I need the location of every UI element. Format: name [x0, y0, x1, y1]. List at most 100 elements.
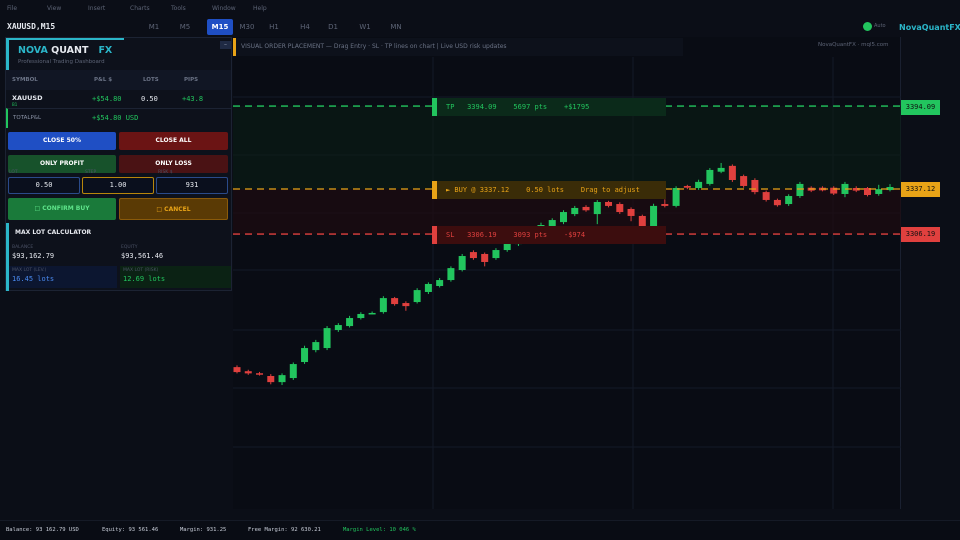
- total-row: TOTALP&L +$54.80 USD: [6, 108, 231, 128]
- candle-bearish: [244, 371, 252, 374]
- tab-m1[interactable]: M1: [148, 23, 160, 31]
- calc-title: MAX LOT CALCULATOR: [15, 229, 92, 236]
- candle-bullish: [785, 196, 793, 205]
- candle-bullish: [447, 268, 455, 281]
- candle-bullish: [278, 375, 286, 383]
- lot-label: LOT: [9, 170, 18, 175]
- candle-bullish: [841, 183, 849, 194]
- candle-bearish: [740, 176, 748, 186]
- tab-mn[interactable]: MN: [390, 23, 402, 31]
- accent-bar: [9, 38, 124, 40]
- candle-bullish: [593, 201, 601, 215]
- candle-bullish: [560, 212, 567, 223]
- candle-bearish: [762, 192, 770, 200]
- menu-tools[interactable]: Tools: [171, 4, 186, 12]
- tab-m30[interactable]: M30: [239, 23, 255, 31]
- panel-title: NOVA QUANT FX: [18, 45, 112, 56]
- toolbar: XAUUSD,M15 M1 M5 M15 M30 H1 H4 D1 W1 MN …: [0, 18, 960, 36]
- balance-value: $93,162.79: [12, 252, 55, 260]
- close-all-button[interactable]: CLOSE ALL: [119, 132, 228, 150]
- info-banner: VISUAL ORDER PLACEMENT — Drag Entry · SL…: [233, 38, 683, 56]
- panel-header: NOVA QUANT FX Professional Trading Dashbo…: [6, 38, 232, 70]
- row-pnl: +$54.80: [92, 95, 122, 103]
- title-quant: QUANT: [51, 45, 89, 56]
- candle-bullish: [796, 183, 804, 197]
- candle-bullish: [323, 328, 331, 349]
- candle-bearish: [256, 373, 264, 375]
- panel-subtitle: Professional Trading Dashboard: [18, 59, 105, 65]
- entry-price-tag: 3337.12: [901, 182, 940, 197]
- title-fx: FX: [98, 45, 113, 56]
- candle-bearish: [863, 188, 871, 195]
- profit-zone: [233, 106, 901, 189]
- candle-bearish: [267, 376, 275, 383]
- watermark: NovaQuantFX · mql5.com: [818, 42, 889, 48]
- menu-file[interactable]: File: [7, 4, 18, 12]
- tab-d1[interactable]: D1: [328, 23, 338, 31]
- candle-bearish: [469, 252, 477, 259]
- candle-bullish: [571, 207, 579, 215]
- menu-window[interactable]: Window: [212, 4, 236, 12]
- candle-bullish: [379, 298, 387, 313]
- menu-bar: File View Insert Charts Tools Window Hel…: [0, 0, 960, 16]
- only-loss-button[interactable]: ONLY LOSS: [119, 155, 228, 173]
- take-profit-line-label[interactable]: TP 3394.09 5697 pts +$1795: [432, 98, 666, 116]
- col-lots: LOTS: [143, 77, 159, 83]
- tab-w1[interactable]: W1: [359, 23, 371, 31]
- tab-m5[interactable]: M5: [179, 23, 191, 31]
- candle-bearish: [391, 298, 399, 305]
- candle-bullish: [289, 364, 297, 379]
- candle-bullish: [368, 312, 376, 315]
- candle-bearish: [605, 201, 613, 206]
- status-free-margin: Free Margin: 92 630.21: [248, 527, 321, 533]
- only-profit-button[interactable]: ONLY PROFIT: [8, 155, 116, 173]
- cancel-button[interactable]: □ CANCEL: [119, 198, 228, 220]
- candle-bullish: [334, 325, 342, 330]
- candle-bearish: [661, 204, 669, 206]
- candle-bearish: [683, 185, 691, 188]
- candle-bullish: [357, 313, 365, 319]
- candle-bearish: [852, 188, 860, 191]
- col-pnl: P&L $: [94, 77, 113, 83]
- candle-bearish: [627, 208, 635, 216]
- candle-bearish: [638, 215, 646, 227]
- lot-input[interactable]: 0.50: [8, 177, 80, 194]
- row-tag: B1: [12, 102, 18, 107]
- max-lot-risk-label: MAX LOT (RISK): [123, 268, 159, 273]
- candle-bullish: [548, 220, 556, 227]
- candle-bearish: [616, 204, 624, 213]
- menu-charts[interactable]: Charts: [130, 4, 150, 12]
- max-lot-lev-value: 16.45 lots: [12, 275, 55, 283]
- auto-status-icon[interactable]: [863, 22, 872, 31]
- row-pips: +43.8: [182, 95, 204, 103]
- confirm-buy-button[interactable]: □ CONFIRM BUY: [8, 198, 116, 220]
- candle-bullish: [312, 342, 320, 351]
- tab-h4[interactable]: H4: [300, 23, 310, 31]
- candle-bearish: [233, 367, 241, 373]
- tp-price-tag: 3394.09: [901, 100, 940, 115]
- menu-insert[interactable]: Insert: [88, 4, 106, 12]
- tab-m15[interactable]: M15: [207, 19, 233, 35]
- col-symbol: SYMBOL: [12, 77, 38, 83]
- menu-help[interactable]: Help: [253, 4, 267, 12]
- close-50-button[interactable]: CLOSE 50%: [8, 132, 116, 150]
- candle-bearish: [773, 199, 781, 206]
- tab-h1[interactable]: H1: [269, 23, 279, 31]
- row-symbol: XAUUSD: [12, 94, 43, 102]
- step-input[interactable]: 1.00: [82, 177, 154, 194]
- candle-bullish: [346, 318, 354, 327]
- menu-view[interactable]: View: [47, 4, 62, 12]
- candle-bearish: [830, 187, 838, 194]
- stop-loss-line-label[interactable]: SL 3306.19 3093 pts -$974: [432, 226, 666, 244]
- risk-input[interactable]: 931: [156, 177, 228, 194]
- trading-dashboard-panel: NOVA QUANT FX Professional Trading Dashbo…: [5, 37, 232, 291]
- candle-bullish: [503, 239, 511, 251]
- brand-label: NovaQuantFX: [899, 23, 960, 32]
- candle-bearish: [751, 180, 759, 193]
- table-header: [6, 70, 231, 90]
- entry-line-label[interactable]: ► BUY @ 3337.12 0.50 lots Drag to adjust: [432, 181, 666, 199]
- minimize-button[interactable]: –: [220, 41, 231, 49]
- balance-label: BALANCE: [12, 245, 34, 250]
- step-label: STEP: [85, 170, 97, 175]
- sl-price-tag: 3306.19: [901, 227, 940, 242]
